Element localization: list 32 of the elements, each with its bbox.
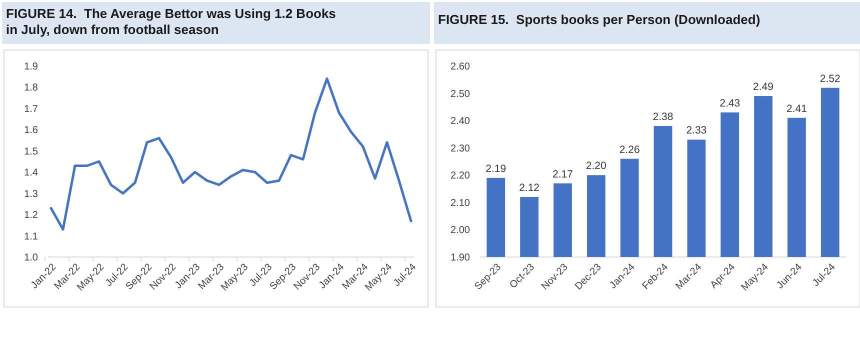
y-tick-label: 1.0 (24, 252, 38, 264)
y-tick-label: 2.20 (450, 170, 470, 182)
data-label: 2.52 (820, 72, 840, 85)
line-series (50, 77, 412, 231)
y-tick-label: 1.4 (24, 168, 38, 179)
data-label: 2.19 (486, 162, 506, 175)
y-tick-label: 1.9 (24, 62, 38, 72)
data-label: 2.12 (519, 182, 540, 194)
y-tick-label: 1.90 (450, 252, 470, 264)
data-label: 2.33 (686, 124, 707, 137)
y-tick-label: 1.2 (24, 210, 38, 222)
y-tick-label: 2.30 (450, 143, 470, 154)
y-tick-label: 2.10 (450, 198, 470, 209)
y-tick-label: 2.40 (450, 116, 470, 128)
chart-title: FIGURE 15. Sports books per Person (Downloaded) (438, 12, 760, 27)
y-tick-label: 1.6 (24, 125, 38, 136)
y-tick-label: 2.00 (450, 225, 470, 236)
y-tick-label: 2.50 (450, 88, 470, 100)
chart-title: FIGURE 14. The Average Bettor was Using 1.2 Books in July, down from football season (6, 6, 336, 37)
data-label: 2.20 (586, 160, 607, 172)
data-label: 2.49 (753, 81, 774, 94)
y-tick-label: 2.60 (450, 62, 470, 72)
y-tick-label: 1.5 (24, 146, 38, 158)
data-label: 2.41 (786, 102, 808, 115)
data-label: 2.26 (619, 144, 640, 156)
data-label: 2.43 (720, 97, 740, 110)
y-tick-label: 1.8 (24, 82, 38, 94)
data-label: 2.17 (552, 168, 574, 180)
y-tick-label: 1.7 (24, 104, 38, 115)
y-tick-label: 1.3 (24, 188, 38, 200)
data-label: 2.38 (652, 111, 674, 124)
y-tick-label: 1.1 (24, 231, 38, 242)
